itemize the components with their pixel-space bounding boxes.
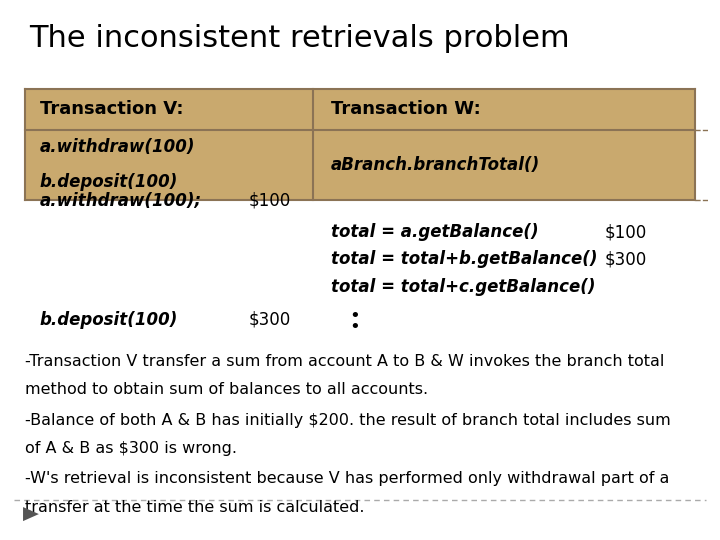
Text: total = total+b.getBalance(): total = total+b.getBalance() [331,250,598,268]
Text: total = total+c.getBalance(): total = total+c.getBalance() [331,278,595,296]
Text: $100: $100 [248,192,291,210]
Text: Transaction V:: Transaction V: [40,100,183,118]
Text: transfer at the time the sum is calculated.: transfer at the time the sum is calculat… [25,500,365,515]
Text: $300: $300 [248,310,291,329]
Bar [25,89,313,130]
Text: -Balance of both A & B has initially $200. the result of branch total includes s: -Balance of both A & B has initially $20… [25,413,671,428]
Text: aBranch.branchTotal(): aBranch.branchTotal() [331,156,541,174]
Bar [313,130,695,200]
Bar [25,130,313,200]
Text: total = a.getBalance(): total = a.getBalance() [331,223,539,241]
Text: method to obtain sum of balances to all accounts.: method to obtain sum of balances to all … [25,382,428,397]
Text: $100: $100 [605,223,647,241]
Text: b.deposit(100): b.deposit(100) [40,310,178,329]
Text: •: • [349,307,360,325]
Text: b.deposit(100): b.deposit(100) [40,173,178,191]
Text: a.withdraw(100): a.withdraw(100) [40,138,195,157]
Bar [313,89,695,130]
Text: of A & B as $300 is wrong.: of A & B as $300 is wrong. [25,441,237,456]
Text: -Transaction V transfer a sum from account A to B & W invokes the branch total: -Transaction V transfer a sum from accou… [25,354,665,369]
Text: The inconsistent retrievals problem: The inconsistent retrievals problem [29,24,570,53]
Text: -W's retrieval is inconsistent because V has performed only withdrawal part of a: -W's retrieval is inconsistent because V… [25,471,670,487]
Text: Transaction W:: Transaction W: [331,100,481,118]
Text: •: • [349,318,360,336]
Text: a.withdraw(100);: a.withdraw(100); [40,192,202,210]
Text: $300: $300 [605,250,647,268]
Polygon shape [23,507,39,521]
